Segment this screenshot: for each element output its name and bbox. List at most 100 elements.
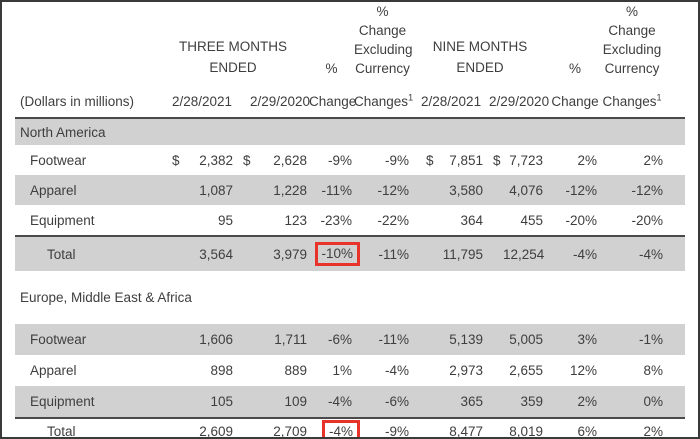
pct-fx-cell: -22% — [377, 212, 410, 228]
value-cell: 1,606 — [177, 324, 235, 355]
value-cell: 105 — [177, 386, 235, 418]
fx-word: % — [626, 4, 639, 19]
three-months-ended-header: THREE MONTHS ENDED — [179, 39, 287, 75]
empty-cell — [157, 417, 177, 437]
tm-date-current: 2/28/2021 — [157, 81, 235, 119]
header-row-dates: (Dollars in millions) 2/28/2021 2/29/202… — [15, 81, 686, 119]
value-cell: 5,005 — [503, 324, 550, 355]
header-row-titles: THREE MONTHS ENDED % % Change Excluding … — [15, 2, 685, 81]
pct-fx-cell: -11% — [354, 324, 412, 355]
nm-date-current: 2/28/2021 — [411, 81, 486, 119]
empty-cell — [235, 324, 257, 355]
pct-fx-cell: -11% — [354, 235, 412, 271]
pct-fx-cell: -6% — [354, 386, 412, 418]
nm-pct-change-header-top: % — [569, 61, 582, 76]
value-cell: 2,628 — [273, 152, 308, 168]
empty-cell — [485, 355, 503, 386]
currency-symbol: $ — [243, 152, 251, 168]
fx-word: Excluding — [354, 42, 413, 57]
empty-cell — [157, 324, 177, 355]
row-label: Equipment — [30, 212, 95, 228]
fx-word: Changes — [602, 94, 657, 109]
value-cell: 455 — [520, 212, 544, 228]
empty-cell — [235, 235, 257, 271]
pct-fx-cell: -1% — [601, 324, 686, 355]
nm-pct-fx-header-bottom: Changes1 — [601, 81, 686, 119]
fx-word: % — [376, 4, 389, 19]
row-label: Apparel — [30, 363, 77, 378]
value-cell: 4,076 — [503, 175, 550, 205]
value-cell: 2,382 — [199, 152, 233, 168]
value-cell: 365 — [433, 386, 486, 418]
value-cell: 95 — [217, 212, 233, 228]
section-label: North America — [15, 118, 686, 145]
empty-cell — [411, 235, 434, 271]
pct-cell: 3% — [549, 324, 602, 355]
empty-cell — [485, 235, 504, 271]
row-na-total: Total 3,564 3,979 -10% -11% 11,795 12,25… — [15, 235, 686, 271]
red-highlight-box: -4% — [322, 419, 361, 437]
total-label: Total — [15, 417, 157, 437]
pct-fx-cell: -9% — [354, 417, 412, 437]
fx-word: Excluding — [602, 42, 662, 57]
footnote-marker: 1 — [408, 92, 414, 103]
currency-symbol: $ — [493, 152, 501, 168]
pct-cell: -9% — [328, 152, 353, 168]
row-emea-apparel: Apparel 898 889 1% -4% 2,973 2,655 12% 8… — [15, 355, 685, 386]
value-cell: 359 — [503, 386, 550, 418]
value-cell: 12,254 — [503, 235, 550, 271]
table-header: THREE MONTHS ENDED % % Change Excluding … — [15, 2, 686, 119]
row-emea-total: Total 2,609 2,709 -4% -9% 8,477 8,019 6%… — [15, 417, 686, 437]
value-cell: 2,709 — [257, 417, 310, 437]
value-cell: 8,477 — [433, 417, 486, 437]
section-label: Europe, Middle East & Africa — [20, 289, 192, 305]
total-label: Total — [15, 235, 157, 271]
empty-cell — [485, 417, 504, 437]
tm-pct-change-header-bottom: Change — [309, 81, 356, 119]
nm-date-prior: 2/29/2020 — [485, 81, 549, 119]
row-label: Equipment — [15, 386, 157, 418]
pct-fx-cell: -4% — [601, 235, 686, 271]
empty-cell — [485, 386, 504, 418]
pct-cell: -10% — [309, 235, 361, 271]
empty-cell — [235, 175, 257, 205]
value-cell: 898 — [210, 363, 233, 378]
pct-fx-cell: -12% — [601, 175, 686, 205]
pct-cell: -4% — [309, 417, 361, 437]
value-cell: 7,851 — [449, 152, 484, 168]
segment-revenue-table: THREE MONTHS ENDED % % Change Excluding … — [15, 2, 686, 437]
value-cell: 109 — [257, 386, 310, 418]
pct-fx-cell: -4% — [385, 363, 410, 378]
pct-cell: 1% — [332, 363, 353, 378]
nm-pct-fx-header-top: % Change Excluding Currency — [601, 2, 685, 81]
row-label: Footwear — [15, 324, 157, 355]
value-cell: 364 — [460, 212, 484, 228]
pct-fx-cell: -12% — [354, 175, 412, 205]
empty-cell — [485, 205, 503, 236]
row-na-equipment: Equipment 95 123 -23% -22% 364 455 -20% … — [15, 205, 685, 236]
pct-cell: -4% — [549, 235, 602, 271]
table-body: North America Footwear $ 2,382 $ 2,628 -… — [15, 118, 686, 437]
value-cell: 2,609 — [177, 417, 235, 437]
pct-cell: -20% — [565, 212, 598, 228]
pct-fx-cell: -9% — [385, 152, 410, 168]
pct-cell: 12% — [570, 363, 598, 378]
pct-fx-cell: 0% — [601, 386, 686, 418]
row-na-footwear: Footwear $ 2,382 $ 2,628 -9% -9% $ 7,851… — [15, 145, 685, 175]
pct-cell: 6% — [549, 417, 602, 437]
row-label: Footwear — [30, 152, 87, 168]
section-row-north-america: North America — [15, 118, 686, 145]
empty-cell — [485, 324, 504, 355]
value-cell: 889 — [284, 363, 308, 378]
fx-word: Currency — [604, 61, 660, 76]
empty-cell — [411, 386, 434, 418]
empty-cell — [411, 205, 433, 236]
value-cell: 8,019 — [503, 417, 550, 437]
empty-cell — [411, 417, 434, 437]
fx-word: Changes — [354, 94, 409, 109]
pct-cell: -23% — [320, 212, 353, 228]
tm-pct-fx-header-bottom: Changes1 — [354, 81, 414, 119]
pct-cell: -6% — [309, 324, 355, 355]
value-cell: 1,228 — [257, 175, 310, 205]
fx-word: Change — [608, 23, 656, 38]
